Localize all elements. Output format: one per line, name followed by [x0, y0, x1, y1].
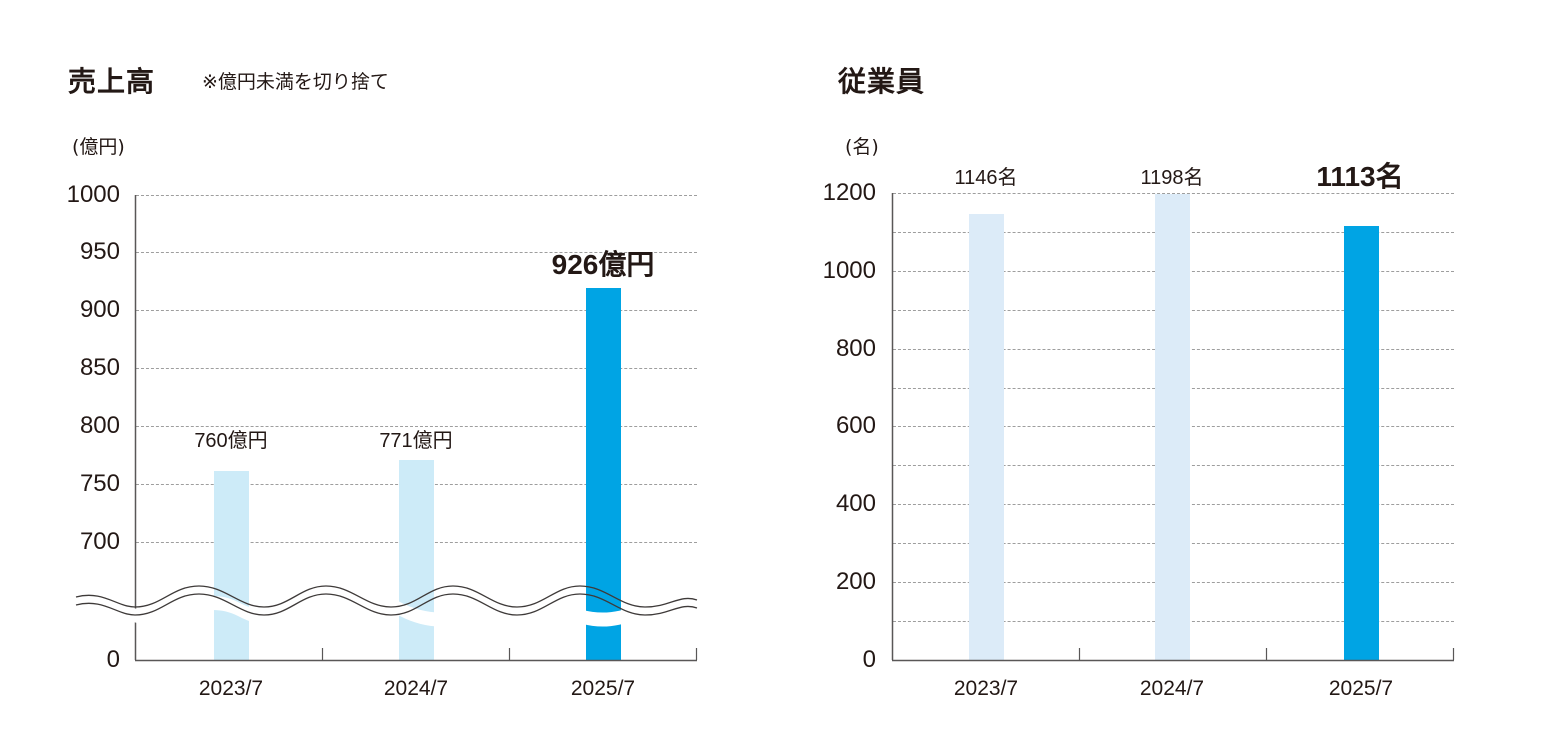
x-tick: 2025/7 — [1328, 677, 1394, 700]
bar-value-label: 760億円 — [194, 430, 268, 452]
gridline — [136, 195, 697, 196]
bar-2024 — [399, 460, 434, 660]
gridline — [136, 426, 697, 427]
sales-title: 売上高 — [68, 65, 156, 98]
y-tick: 200 — [835, 568, 876, 595]
bar-value-label: 771億円 — [379, 430, 453, 452]
bar-2023 — [214, 471, 249, 660]
y-tick: 900 — [79, 296, 120, 323]
employees-title: 従業員 — [838, 65, 926, 98]
x-tick: 2024/7 — [383, 677, 449, 700]
gridline — [136, 310, 697, 311]
bar-2025 — [1344, 226, 1379, 660]
x-tick: 2023/7 — [198, 677, 264, 700]
y-tick: 1200 — [822, 179, 876, 206]
gridline — [893, 193, 1454, 194]
y-tick: 600 — [835, 412, 876, 439]
y-tick: 850 — [79, 354, 120, 381]
bar-value-label: 1146名 — [954, 167, 1018, 189]
y-tick: 750 — [79, 470, 120, 497]
y-tick: 0 — [106, 646, 120, 673]
y-tick: 0 — [862, 646, 876, 673]
y-tick: 1000 — [822, 257, 876, 284]
gridline — [136, 252, 697, 253]
x-tick: 2024/7 — [1139, 677, 1205, 700]
y-tick: 700 — [79, 528, 120, 555]
gridline — [136, 368, 697, 369]
x-tick: 2025/7 — [570, 677, 636, 700]
employees-unit-label: (名) — [845, 136, 879, 158]
y-tick: 400 — [835, 490, 876, 517]
y-tick: 1000 — [66, 181, 120, 208]
x-tick: 2023/7 — [953, 677, 1019, 700]
y-tick: 800 — [835, 335, 876, 362]
sales-note: ※億円未満を切り捨て — [202, 71, 389, 93]
bar-2023 — [969, 214, 1004, 660]
y-tick: 950 — [79, 238, 120, 265]
sales-unit-label: (億円) — [72, 136, 125, 158]
bar-value-label-highlight: 926億円 — [551, 249, 655, 280]
bar-2024 — [1155, 194, 1190, 660]
bar-value-label: 1198名 — [1140, 167, 1204, 189]
bar-value-label-highlight: 1113名 — [1316, 161, 1404, 192]
y-tick: 800 — [79, 412, 120, 439]
